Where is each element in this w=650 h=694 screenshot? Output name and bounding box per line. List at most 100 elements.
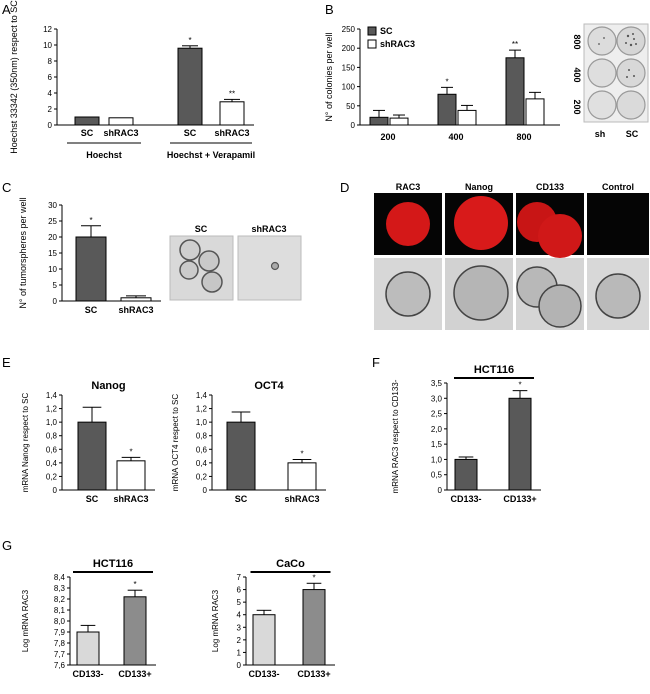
y-tick-label-G1-2: 7,8	[54, 639, 66, 648]
plate-col-label-1: SC	[626, 129, 639, 139]
y-axis-label-G2: Log mRNA RAC3	[211, 589, 220, 652]
bar-B-SC-800	[505, 57, 525, 126]
significance-A-3: **	[229, 89, 235, 98]
plate-row-label-0: 800	[572, 34, 582, 49]
y-tick-label-G1-3: 7,9	[54, 628, 66, 637]
y-axis-label-E1: mRNA Nanog respect to SC	[21, 392, 30, 492]
plate-row-label-1: 400	[572, 67, 582, 82]
y-tick-label-C-3: 15	[48, 249, 57, 258]
bar-B-shRAC3-800	[525, 98, 545, 126]
y-tick-label-E2-1: 0,2	[196, 472, 208, 481]
bar-A-3	[219, 101, 245, 126]
y-tick-label-G1-6: 8,2	[54, 595, 66, 604]
x-category-label-E1-0: SC	[86, 494, 99, 504]
y-tick-label-F-5: 2,5	[431, 410, 443, 419]
y-tick-label-G2-6: 6	[237, 586, 242, 595]
bar-A-1	[108, 117, 134, 126]
y-tick-label-A-4: 8	[48, 57, 53, 66]
y-tick-label-G1-8: 8,4	[54, 573, 66, 582]
y-tick-label-G2-7: 7	[237, 573, 242, 582]
y-tick-label-F-6: 3,0	[431, 394, 443, 403]
tumorsphere-photo-sc	[169, 235, 234, 301]
group-label-0: Hoechst	[86, 150, 122, 160]
y-tick-label-G1-0: 7,6	[54, 661, 66, 670]
plate-col-label-0: sh	[595, 129, 606, 139]
x-category-label-C-1: shRAC3	[118, 305, 153, 315]
significance-A-2: *	[188, 36, 191, 45]
panel-letter-d: D	[340, 180, 349, 195]
x-category-label-E2-0: SC	[235, 494, 248, 504]
x-category-label-E2-1: shRAC3	[284, 494, 319, 504]
y-tick-label-E2-0: 0	[203, 486, 208, 495]
x-category-label-B-0: 200	[380, 132, 395, 142]
bar-A-0	[74, 116, 100, 126]
bar-G2-1	[302, 589, 326, 666]
y-tick-label-E2-3: 0,6	[196, 445, 208, 454]
y-tick-label-G1-5: 8,1	[54, 606, 66, 615]
plate-row-label-2: 200	[572, 99, 582, 114]
legend-swatch-SC	[367, 26, 377, 36]
x-category-label-G2-1: CD133+	[297, 669, 330, 679]
significance-G1-1: *	[133, 580, 136, 589]
tumorsphere-photo-shrac3	[237, 235, 302, 301]
y-tick-label-C-6: 30	[48, 201, 57, 210]
chart-title-G2: CaCo	[276, 558, 305, 570]
y-tick-label-G1-4: 8,0	[54, 617, 66, 626]
y-tick-label-E1-1: 0,2	[46, 472, 58, 481]
bar-F-1	[508, 397, 532, 491]
bar-A-2	[177, 47, 203, 126]
bar-C-0	[75, 236, 107, 302]
photo-label-0: SC	[195, 224, 208, 234]
microscopy-col-label-0: RAC3	[396, 182, 421, 192]
y-axis-label-C: N° of tumorspheres per well	[18, 197, 28, 308]
y-axis-label-A: Hoechst 33342 (350nm) respect to SC	[9, 0, 19, 154]
y-tick-label-E1-6: 1,2	[46, 405, 58, 414]
bar-E2-0	[226, 421, 256, 491]
y-axis-label-B: N° of colonies per well	[324, 32, 334, 121]
y-tick-label-E1-3: 0,6	[46, 445, 58, 454]
y-tick-label-A-0: 0	[48, 121, 53, 130]
x-category-label-A-1: shRAC3	[103, 128, 138, 138]
x-category-label-B-2: 800	[516, 132, 531, 142]
significance-G2-1: *	[312, 573, 315, 582]
y-tick-label-E1-7: 1,4	[46, 391, 58, 400]
bar-G1-1	[123, 596, 147, 666]
significance-F-1: *	[518, 381, 521, 390]
panel-letter-b: B	[325, 2, 334, 17]
y-tick-label-F-0: 0	[438, 486, 443, 495]
y-tick-label-G2-5: 5	[237, 598, 242, 607]
group-label-1: Hoechst + Verapamil	[167, 150, 255, 160]
significance-E1-1: *	[129, 447, 132, 456]
bar-B-shRAC3-400	[457, 109, 477, 126]
photo-label-1: shRAC3	[251, 224, 286, 234]
legend-label-SC: SC	[380, 26, 393, 36]
panel-letter-f: F	[372, 355, 380, 370]
significance-C-0: *	[89, 216, 92, 225]
x-category-label-B-1: 400	[448, 132, 463, 142]
microscopy-col-label-3: Control	[602, 182, 634, 192]
y-tick-label-A-3: 6	[48, 73, 53, 82]
chart-title-G1: HCT116	[93, 558, 133, 570]
bar-B-shRAC3-200	[389, 117, 409, 126]
y-axis-label-E2: mRNA OCT4 respect to SC	[171, 394, 180, 492]
x-category-label-F-0: CD133-	[450, 494, 481, 504]
y-tick-label-B-1: 50	[346, 102, 355, 111]
x-category-label-A-2: SC	[184, 128, 197, 138]
y-tick-label-E2-2: 0,4	[196, 459, 208, 468]
y-tick-label-C-4: 20	[48, 233, 57, 242]
x-category-label-F-1: CD133+	[503, 494, 536, 504]
y-tick-label-B-0: 0	[351, 121, 356, 130]
bar-B-SC-400	[437, 93, 457, 126]
y-tick-label-C-0: 0	[53, 297, 58, 306]
bar-G1-0	[76, 631, 100, 666]
y-tick-label-E2-6: 1,2	[196, 405, 208, 414]
x-category-label-G2-0: CD133-	[248, 669, 279, 679]
x-category-label-A-3: shRAC3	[214, 128, 249, 138]
panel-letter-a: A	[2, 2, 11, 17]
panel-letter-e: E	[2, 355, 11, 370]
chart-title-E2: OCT4	[254, 380, 284, 392]
y-tick-label-B-4: 200	[342, 44, 356, 53]
